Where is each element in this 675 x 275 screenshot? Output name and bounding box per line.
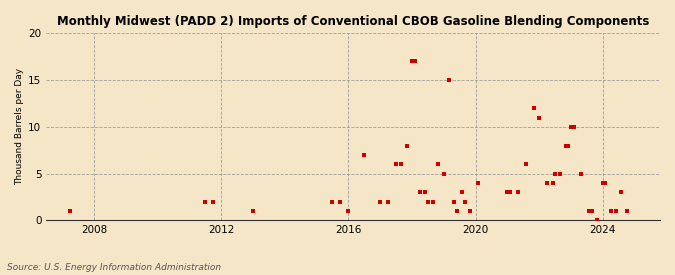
Point	[248, 209, 259, 213]
Point	[549, 171, 560, 176]
Point	[621, 209, 632, 213]
Point	[375, 199, 385, 204]
Point	[433, 162, 443, 166]
Point	[597, 181, 608, 185]
Point	[420, 190, 431, 194]
Point	[584, 209, 595, 213]
Y-axis label: Thousand Barrels per Day: Thousand Barrels per Day	[15, 68, 24, 185]
Point	[542, 181, 553, 185]
Point	[200, 199, 211, 204]
Point	[512, 190, 523, 194]
Point	[547, 181, 558, 185]
Point	[359, 153, 370, 157]
Point	[406, 59, 417, 64]
Point	[449, 199, 460, 204]
Point	[343, 209, 354, 213]
Point	[460, 199, 470, 204]
Point	[611, 209, 622, 213]
Title: Monthly Midwest (PADD 2) Imports of Conventional CBOB Gasoline Blending Componen: Monthly Midwest (PADD 2) Imports of Conv…	[57, 15, 649, 28]
Point	[327, 199, 338, 204]
Point	[414, 190, 425, 194]
Point	[335, 199, 346, 204]
Point	[409, 59, 420, 64]
Point	[592, 218, 603, 222]
Point	[576, 171, 587, 176]
Point	[560, 143, 571, 148]
Point	[65, 209, 76, 213]
Point	[616, 190, 626, 194]
Point	[563, 143, 574, 148]
Text: Source: U.S. Energy Information Administration: Source: U.S. Energy Information Administ…	[7, 263, 221, 272]
Point	[383, 199, 394, 204]
Point	[452, 209, 462, 213]
Point	[428, 199, 439, 204]
Point	[605, 209, 616, 213]
Point	[534, 115, 545, 120]
Point	[555, 171, 566, 176]
Point	[465, 209, 476, 213]
Point	[520, 162, 531, 166]
Point	[566, 125, 576, 129]
Point	[504, 190, 515, 194]
Point	[423, 199, 433, 204]
Point	[396, 162, 406, 166]
Point	[600, 181, 611, 185]
Point	[457, 190, 468, 194]
Point	[391, 162, 402, 166]
Point	[529, 106, 539, 110]
Point	[587, 209, 597, 213]
Point	[443, 78, 454, 82]
Point	[208, 199, 219, 204]
Point	[472, 181, 483, 185]
Point	[438, 171, 449, 176]
Point	[568, 125, 579, 129]
Point	[502, 190, 513, 194]
Point	[401, 143, 412, 148]
